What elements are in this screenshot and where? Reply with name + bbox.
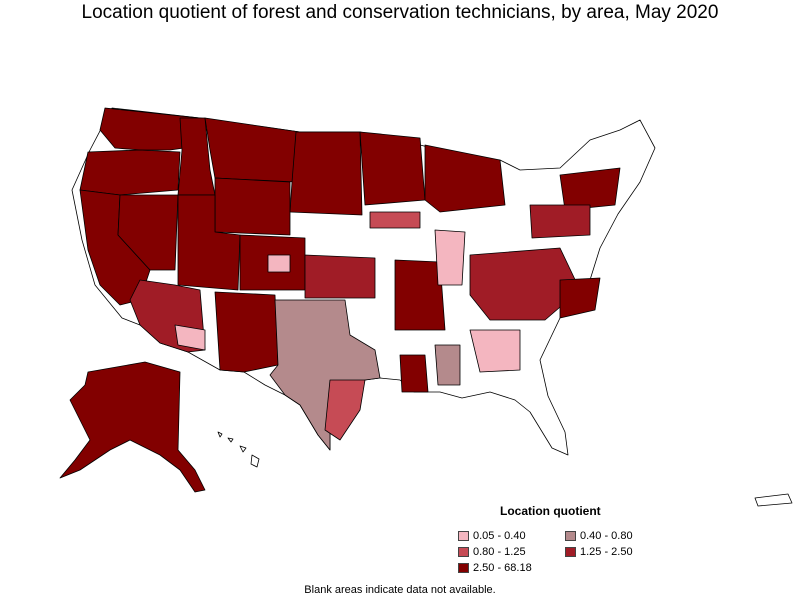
- region-nevada: [117, 194, 179, 271]
- region-texas-gulf: [324, 379, 366, 441]
- region-arizona-light: [174, 324, 206, 351]
- hawaii-islands: [217, 431, 260, 468]
- alaska-outline: [59, 361, 206, 493]
- region-wyoming: [214, 177, 291, 236]
- region-alabama-gray: [434, 344, 461, 386]
- region-appalachia: [469, 247, 581, 321]
- region-wisconsin-michigan: [424, 144, 506, 213]
- legend-label: 1.25 - 2.50: [580, 546, 633, 558]
- region-colorado-light: [267, 254, 291, 273]
- region-missouri-arkansas: [394, 259, 446, 331]
- legend-swatch-icon: [565, 531, 576, 541]
- legend-swatch-icon: [458, 531, 469, 541]
- legend-swatch-icon: [458, 563, 469, 573]
- legend-item-0: 0.05 - 0.40: [458, 530, 526, 542]
- region-new-mexico: [214, 291, 279, 373]
- legend-label: 0.40 - 0.80: [580, 530, 633, 542]
- region-new-york: [559, 167, 621, 211]
- region-kansas: [304, 254, 376, 299]
- region-illinois-light: [434, 229, 466, 286]
- region-minnesota: [359, 131, 426, 206]
- region-montana: [204, 117, 301, 183]
- region-carolinas: [559, 277, 601, 319]
- puerto-rico: [754, 493, 793, 507]
- legend-item-2: 0.80 - 1.25: [458, 546, 526, 558]
- map-title: Location quotient of forest and conserva…: [81, 2, 719, 23]
- region-iowa-mid: [369, 211, 421, 229]
- legend-title: Location quotient: [500, 504, 601, 518]
- legend-swatch-icon: [565, 547, 576, 557]
- legend-label: 0.05 - 0.40: [473, 530, 526, 542]
- footnote: Blank areas indicate data not available.: [304, 584, 496, 596]
- region-oregon: [79, 149, 181, 196]
- region-dakotas: [289, 131, 363, 216]
- legend-item-4: 2.50 - 68.18: [458, 562, 532, 574]
- legend-swatch-icon: [458, 547, 469, 557]
- legend-label: 0.80 - 1.25: [473, 546, 526, 558]
- legend-item-1: 0.40 - 0.80: [565, 530, 633, 542]
- legend-item-3: 1.25 - 2.50: [565, 546, 633, 558]
- legend-label: 2.50 - 68.18: [473, 562, 532, 574]
- region-louisiana: [399, 354, 429, 393]
- region-georgia-light: [469, 329, 521, 373]
- region-pennsylvania: [529, 204, 591, 239]
